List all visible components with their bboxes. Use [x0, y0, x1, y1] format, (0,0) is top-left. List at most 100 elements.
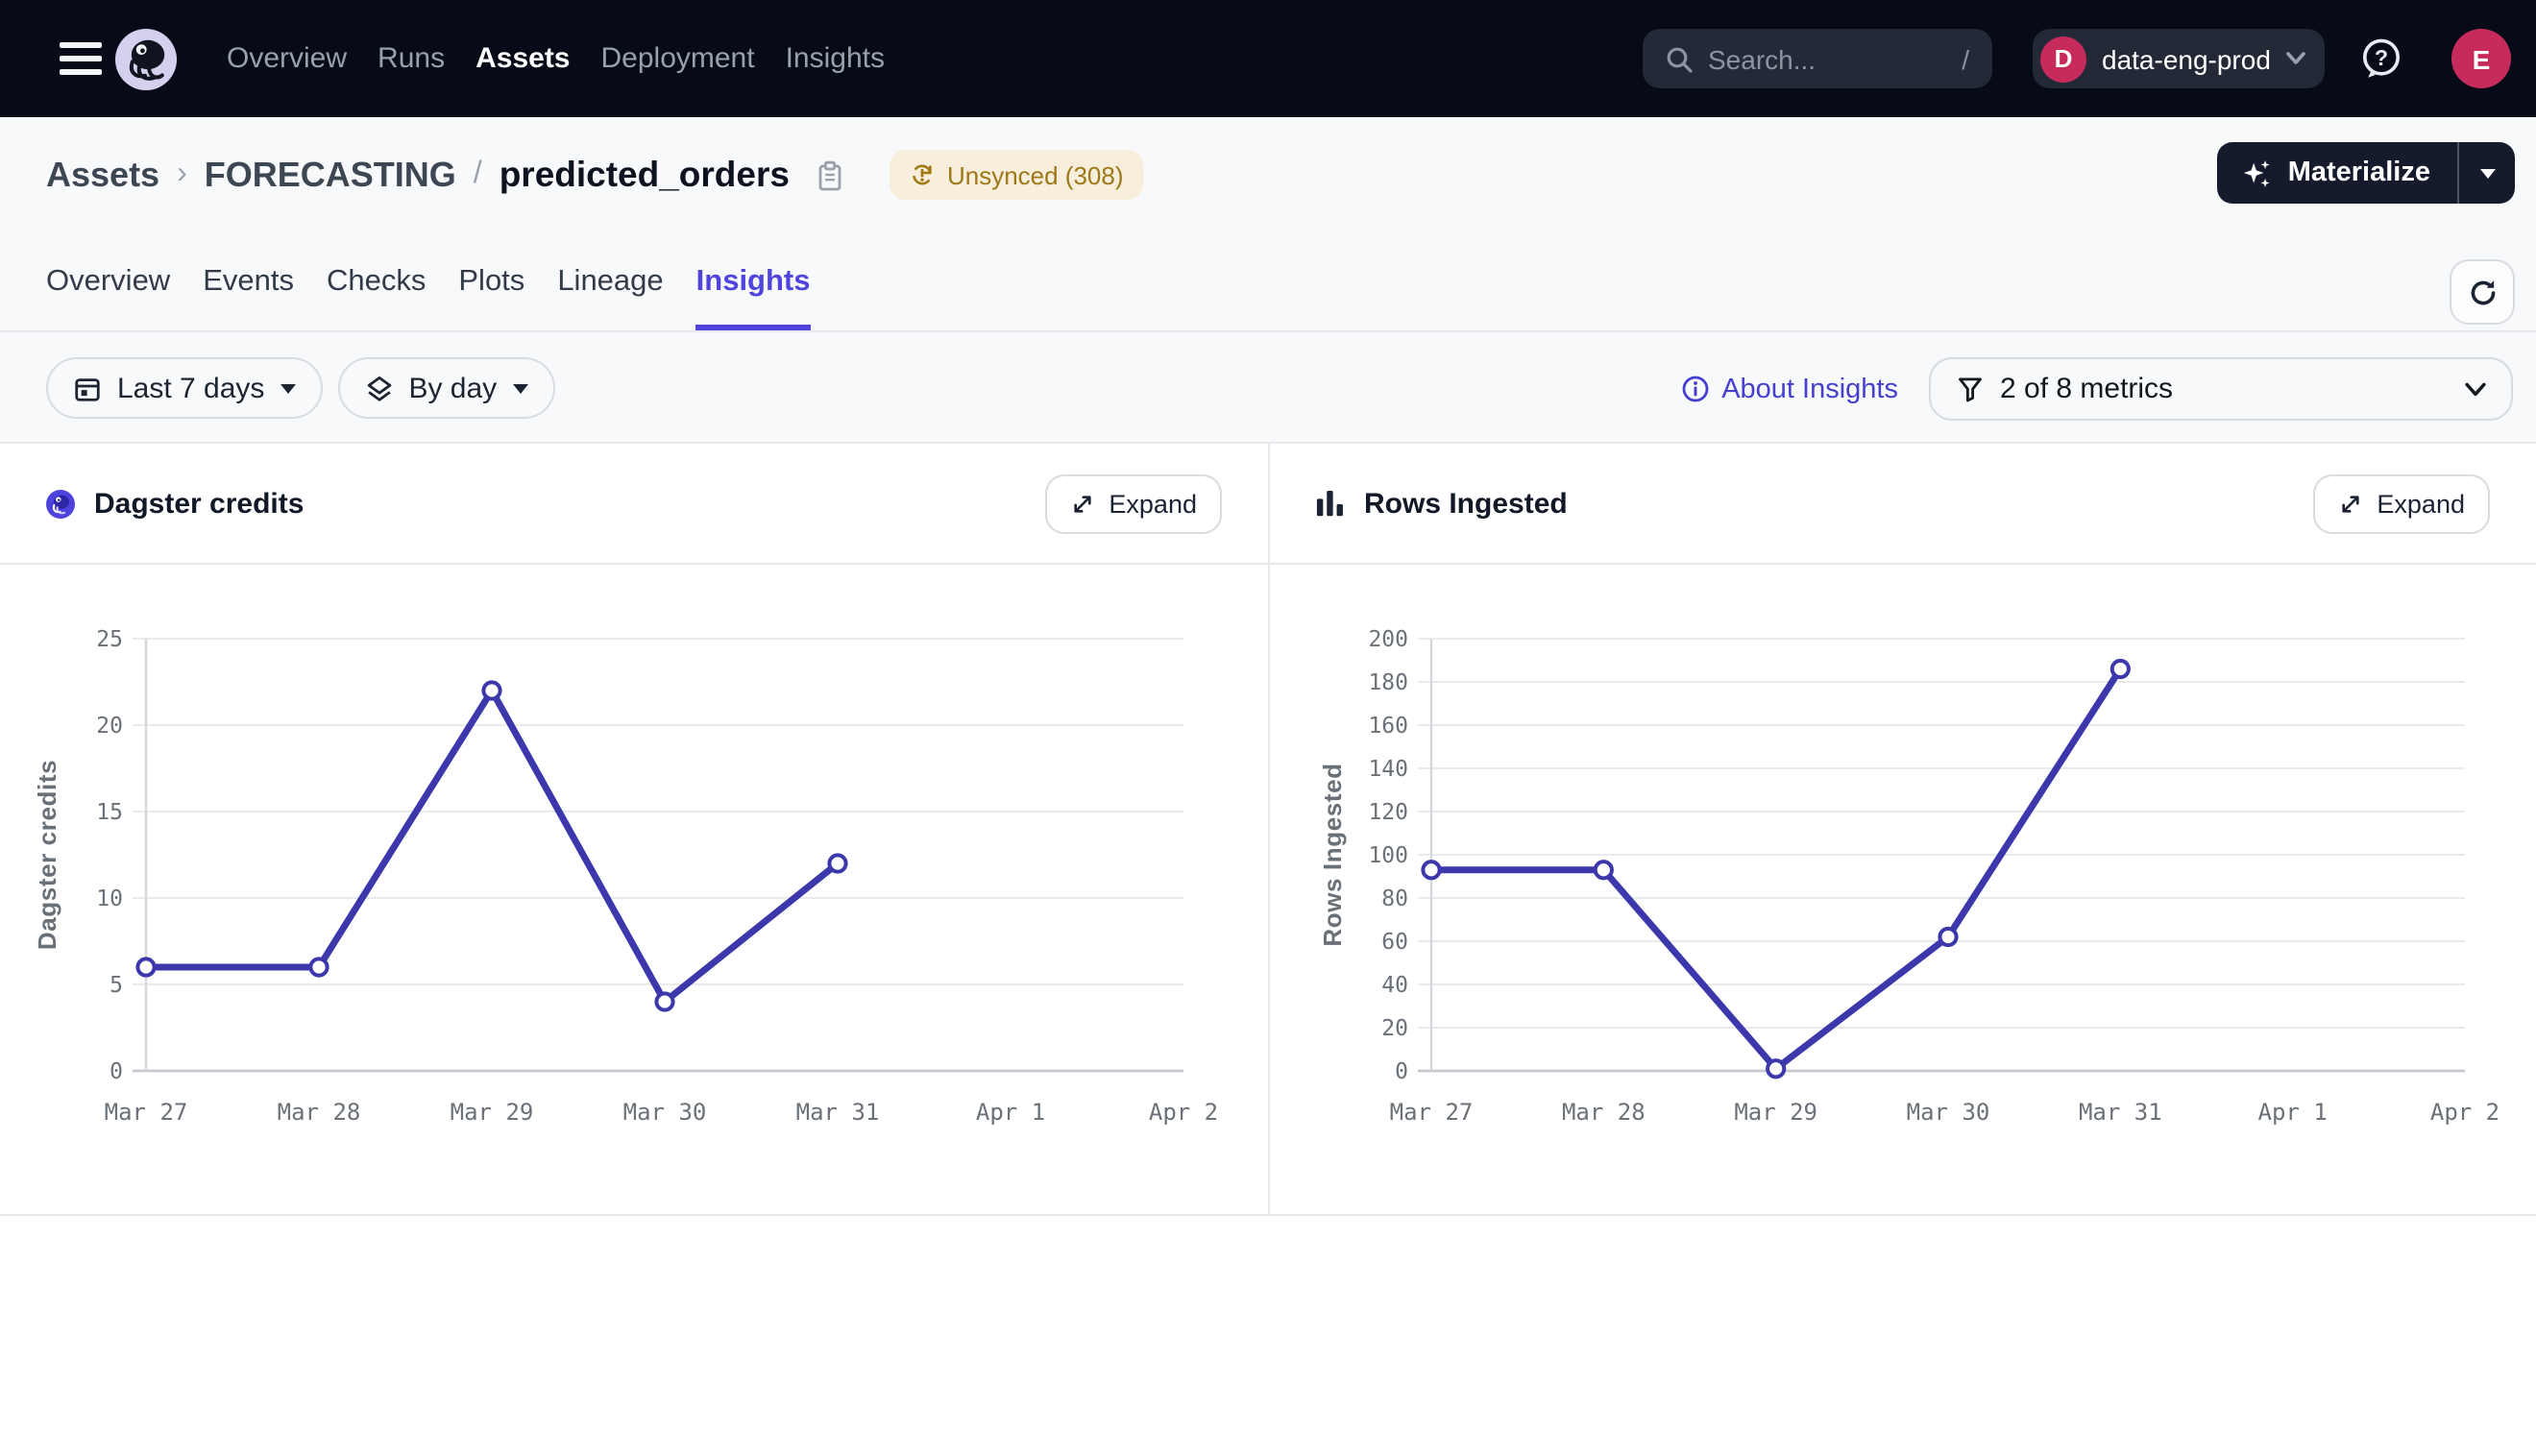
- status-badge[interactable]: Unsynced (308): [889, 150, 1143, 200]
- svg-text:5: 5: [110, 973, 123, 998]
- breadcrumb-assets-link[interactable]: Assets: [46, 155, 160, 193]
- nav-links: Overview Runs Assets Deployment Insights: [227, 0, 885, 117]
- svg-text:120: 120: [1368, 800, 1408, 825]
- svg-text:20: 20: [96, 714, 123, 739]
- svg-text:?: ?: [2375, 45, 2388, 70]
- copy-icon[interactable]: [815, 158, 845, 191]
- svg-text:25: 25: [96, 627, 123, 652]
- caret-down-icon: [280, 383, 296, 393]
- user-avatar[interactable]: E: [2451, 29, 2511, 88]
- breadcrumb: Assets › FORECASTING / predicted_orders …: [46, 142, 1143, 207]
- deployment-name: data-eng-prod: [2102, 43, 2271, 74]
- layers-icon: [367, 375, 391, 400]
- caret-down-icon: [2479, 168, 2495, 178]
- chevron-down-icon: [2286, 52, 2305, 64]
- about-insights-label: About Insights: [1721, 374, 1898, 404]
- search-shortcut: /: [1962, 43, 1969, 74]
- search-placeholder: Search...: [1708, 43, 1817, 74]
- date-range-dropdown[interactable]: Last 7 days: [46, 357, 323, 419]
- svg-text:20: 20: [1381, 1016, 1408, 1041]
- expand-icon: [2342, 495, 2360, 512]
- svg-text:100: 100: [1368, 843, 1408, 868]
- svg-text:60: 60: [1381, 930, 1408, 955]
- dagster-logo-icon[interactable]: [115, 28, 177, 89]
- caret-down-icon: [512, 383, 528, 393]
- nav-item-overview[interactable]: Overview: [227, 42, 348, 75]
- granularity-dropdown[interactable]: By day: [337, 357, 555, 419]
- date-range-label: Last 7 days: [117, 372, 265, 404]
- svg-text:80: 80: [1381, 886, 1408, 911]
- insights-filter-bar: Last 7 days By day About Insights: [0, 332, 2536, 444]
- expand-label: Expand: [1109, 489, 1197, 518]
- nav-item-assets[interactable]: Assets: [476, 42, 571, 75]
- rows-ingested-chart[interactable]: 0 20 40 60 80 100 120 140 160 180 200 Mar 27 Mar 28 M…: [1270, 565, 2536, 1214]
- svg-text:180: 180: [1368, 670, 1408, 695]
- search-icon: [1666, 45, 1693, 72]
- metrics-filter-label: 2 of 8 metrics: [2000, 373, 2174, 405]
- nav-item-insights[interactable]: Insights: [785, 42, 885, 75]
- svg-text:Apr 1: Apr 1: [976, 1099, 1045, 1126]
- svg-text:Mar 28: Mar 28: [1562, 1099, 1646, 1126]
- expand-button[interactable]: Expand: [1045, 473, 1222, 533]
- breadcrumb-slash: /: [473, 158, 482, 190]
- svg-text:Mar 31: Mar 31: [2079, 1099, 2162, 1126]
- svg-text:0: 0: [1395, 1059, 1408, 1084]
- tab-overview[interactable]: Overview: [46, 265, 171, 298]
- materialize-dropdown-toggle[interactable]: [2457, 142, 2515, 204]
- svg-text:Mar 28: Mar 28: [278, 1099, 361, 1126]
- top-nav: Overview Runs Assets Deployment Insights…: [0, 0, 2536, 117]
- tab-checks[interactable]: Checks: [327, 265, 427, 298]
- svg-text:40: 40: [1381, 973, 1408, 998]
- chart-card-dagster-credits: Dagster credits Expand 0 5 10 15 20 25 Mar 27 M…: [0, 444, 1268, 1216]
- svg-text:Mar 29: Mar 29: [451, 1099, 534, 1126]
- menu-icon[interactable]: [60, 42, 102, 75]
- unsynced-icon: [913, 164, 932, 185]
- granularity-label: By day: [408, 372, 498, 404]
- metrics-filter-dropdown[interactable]: 2 of 8 metrics: [1929, 357, 2513, 421]
- svg-text:Mar 31: Mar 31: [796, 1099, 880, 1126]
- svg-text:Mar 30: Mar 30: [1907, 1099, 1990, 1126]
- breadcrumb-group-link[interactable]: FORECASTING: [204, 155, 456, 193]
- svg-text:Apr 1: Apr 1: [2258, 1099, 2328, 1126]
- deployment-switcher[interactable]: D data-eng-prod: [2033, 29, 2325, 88]
- expand-button[interactable]: Expand: [2313, 473, 2490, 533]
- nav-item-runs[interactable]: Runs: [378, 42, 446, 75]
- deployment-initial-badge: D: [2040, 36, 2086, 82]
- tab-events[interactable]: Events: [203, 265, 294, 298]
- tab-insights[interactable]: Insights: [695, 265, 811, 330]
- svg-text:Mar 29: Mar 29: [1734, 1099, 1817, 1126]
- dagster-credits-chart[interactable]: 0 5 10 15 20 25 Mar 27 Mar 28 Mar 29 Mar 30 Mar 31…: [0, 565, 1268, 1214]
- expand-icon: [1074, 495, 1092, 512]
- svg-text:Mar 30: Mar 30: [623, 1099, 707, 1126]
- materialize-label: Materialize: [2287, 158, 2430, 188]
- status-badge-label: Unsynced (308): [946, 160, 1124, 189]
- svg-text:Dagster credits: Dagster credits: [33, 760, 61, 950]
- svg-text:Apr 2: Apr 2: [2430, 1099, 2499, 1126]
- filter-funnel-icon: [1959, 377, 1982, 402]
- svg-text:Rows Ingested: Rows Ingested: [1318, 763, 1347, 946]
- tab-lineage[interactable]: Lineage: [557, 265, 664, 298]
- chart-title: Dagster credits: [94, 487, 305, 520]
- nav-item-deployment[interactable]: Deployment: [600, 42, 755, 75]
- svg-text:200: 200: [1368, 627, 1408, 652]
- help-icon[interactable]: ?: [2359, 36, 2403, 81]
- expand-label: Expand: [2377, 489, 2465, 518]
- svg-text:0: 0: [110, 1059, 123, 1084]
- asset-tabs: Overview Events Checks Plots Lineage Ins…: [46, 265, 811, 330]
- chevron-down-icon: [2465, 381, 2486, 396]
- chart-card-rows-ingested: Rows Ingested Expand 0 20 40 60 80 100 120 140 1…: [1268, 444, 2536, 1216]
- bar-chart-icon: [1316, 489, 1345, 518]
- materialize-button[interactable]: Materialize: [2216, 142, 2515, 204]
- refresh-button[interactable]: [2450, 259, 2515, 325]
- svg-text:140: 140: [1368, 757, 1408, 782]
- chart-title: Rows Ingested: [1364, 487, 1568, 520]
- svg-text:10: 10: [96, 886, 123, 911]
- about-insights-link[interactable]: About Insights: [1681, 374, 1898, 404]
- svg-text:15: 15: [96, 800, 123, 825]
- asset-header: Assets › FORECASTING / predicted_orders …: [0, 117, 2536, 332]
- info-icon: [1682, 376, 1709, 402]
- calendar-icon: [75, 377, 100, 400]
- search-input[interactable]: Search... /: [1643, 29, 1992, 88]
- tab-plots[interactable]: Plots: [458, 265, 525, 298]
